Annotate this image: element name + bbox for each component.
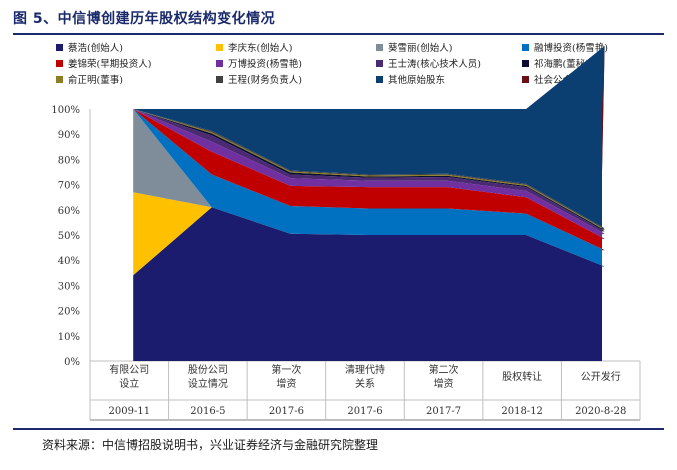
x-date-label: 2017-6 [269,406,304,417]
title-rule [13,33,664,35]
legend-label: 李庆东(创始人) [228,43,293,54]
y-tick-label: 50% [58,231,80,242]
legend-swatch [376,43,383,51]
legend-item: 王士涛(核心技术人员) [376,56,481,70]
x-event-label: 增资 [434,377,454,390]
legend-item: 蔡浩(创始人) [56,40,123,54]
series-area [133,207,605,361]
legend-swatch [522,75,529,83]
y-tick-label: 90% [58,130,80,141]
legend-item: 李庆东(创始人) [216,40,292,54]
y-tick-label: 0% [64,357,80,368]
x-event-label: 第二次 [429,363,459,376]
legend-label: 祁海鹏(董秘) [534,59,589,70]
legend-swatch [376,75,383,83]
y-tick-label: 20% [58,307,80,318]
legend-item: 祁海鹏(董秘) [522,56,589,70]
x-date-label: 2017-7 [426,406,461,417]
legend-swatch [216,59,223,67]
legend-label: 俞正明(董事) [68,75,123,86]
legend-label: 融博投资(杨雪艳) [534,43,608,54]
legend-label: 姜锦荣(早期投资人) [68,59,152,70]
legend-swatch [522,59,529,67]
x-event-label: 股份公司 [188,364,228,376]
legend-item: 王程(财务负责人) [216,72,302,86]
legend-swatch [56,43,63,51]
page-title: 图 5、中信博创建历年股权结构变化情况 [13,11,276,27]
legend-label: 万博投资(杨雪艳) [228,59,302,70]
legend-swatch [56,75,63,83]
series-area [133,109,605,267]
x-event-label: 清理代持 [345,363,385,376]
source-rule [13,428,664,430]
legend-label: 王士涛(核心技术人员) [388,59,481,70]
x-event-label: 有限公司 [109,363,149,376]
source-note: 资料来源：中信博招股说明书，兴业证券经济与金融研究院整理 [42,438,379,452]
legend-label: 蔡浩(创始人) [68,43,123,54]
y-tick-label: 70% [58,181,80,192]
legend-item: 葵雪丽(创始人) [376,40,452,54]
series-area [133,46,605,229]
x-date-label: 2018-12 [501,406,543,417]
y-tick-label: 80% [58,155,80,166]
legend-swatch [56,59,63,67]
x-date-label: 2009-11 [109,406,151,417]
legend-swatch [216,43,223,51]
legend-swatch [216,75,223,83]
legend-label: 王程(财务负责人) [228,75,302,86]
legend-item: 俞正明(董事) [56,72,123,86]
series-area [133,109,605,251]
x-event-label: 增资 [276,377,296,390]
legend-swatch [522,43,529,51]
x-date-label: 2016-5 [190,406,225,417]
legend-item: 其他原始股东 [376,72,445,86]
y-tick-label: 10% [58,332,80,343]
legend-swatch [376,59,383,67]
legend-item: 万博投资(杨雪艳) [216,56,302,70]
y-tick-label: 100% [51,105,80,116]
x-date-label: 2017-6 [347,406,382,417]
y-tick-label: 40% [58,256,80,267]
legend-label: 葵雪丽(创始人) [388,43,453,54]
y-tick-label: 30% [58,281,80,292]
legend-label: 其他原始股东 [388,75,446,86]
legend-item: 融博投资(杨雪艳) [522,40,608,54]
x-event-label: 公开发行 [581,370,621,383]
x-event-label: 关系 [355,377,375,390]
x-event-label: 第一次 [271,363,301,376]
legend-item: 姜锦荣(早期投资人) [56,56,151,70]
x-date-label: 2020-8-28 [575,406,626,417]
y-tick-label: 60% [58,206,80,217]
x-event-label: 设立情况 [188,377,228,390]
x-event-label: 设立 [119,377,139,390]
x-event-label: 股权转让 [502,370,542,383]
